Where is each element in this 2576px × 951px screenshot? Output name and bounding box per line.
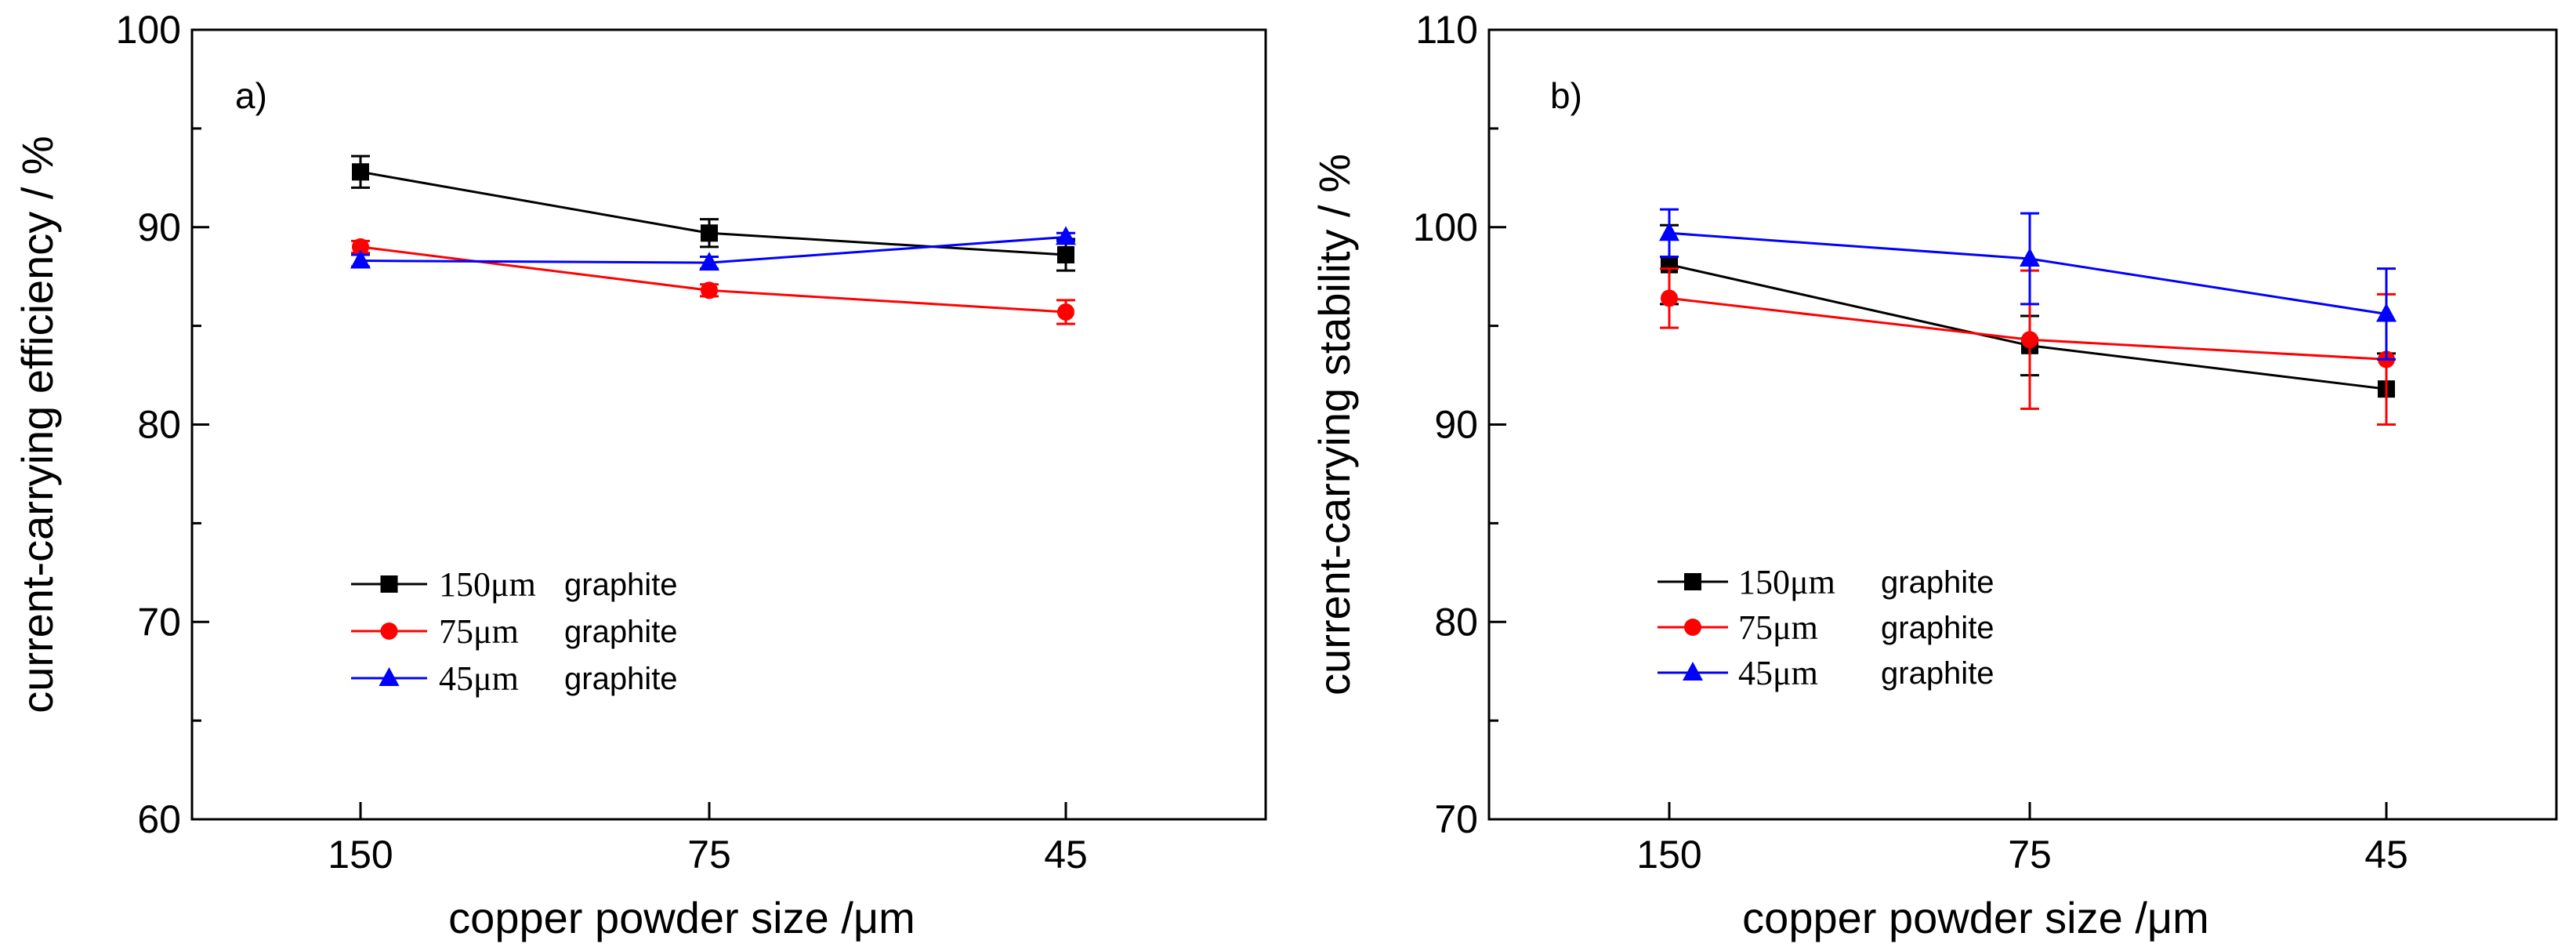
chart-b-y-tick-label: 90 <box>1434 403 1478 447</box>
chart-b-plot-frame <box>1487 28 2558 821</box>
chart-a-legend-material-label: graphite <box>564 615 678 649</box>
chart-a-x-tick-label: 45 <box>1044 833 1088 877</box>
chart-b-data-point <box>1659 222 1679 241</box>
chart-b-legend-size-label: 150μm <box>1738 563 1835 601</box>
chart-b-legend-size-label: 45μm <box>1738 654 1818 692</box>
chart-a-data-point <box>352 163 369 181</box>
chart-a-series-2 <box>350 226 1076 271</box>
chart-b-legend-size-label: 75μm <box>1738 608 1818 647</box>
chart-a: 60 70 80 90 100 150 75 45 copper powder size /μm… <box>13 8 1267 942</box>
chart-b-panel-label: b) <box>1550 75 1582 116</box>
chart-b-x-tick-label: 150 <box>1636 833 1701 877</box>
chart-b-series-2 <box>1659 208 2397 361</box>
chart-a-series-line <box>360 170 1067 256</box>
chart-a-y-tick-label: 60 <box>137 797 181 841</box>
chart-a-plot-frame <box>190 28 1267 821</box>
chart-b-x-axis-title: copper powder size /μm <box>1742 893 2209 942</box>
chart-a-y-tick-label: 80 <box>137 403 181 447</box>
chart-b-legend-material-label: graphite <box>1881 656 1994 691</box>
chart-a-data-point <box>699 252 719 271</box>
chart-a-y-tick-label: 70 <box>137 600 181 644</box>
chart-a-data-point <box>350 249 371 269</box>
chart-a-data-point <box>701 224 718 242</box>
chart-b-series-line <box>1668 263 2387 390</box>
chart-a-data-point <box>701 281 718 299</box>
chart-b-legend-material-label: graphite <box>1881 611 1994 645</box>
chart-b-x-tick-label: 75 <box>2008 833 2052 877</box>
chart-a-y-tick-label: 100 <box>116 8 181 52</box>
chart-a-panel-label: a) <box>235 75 267 116</box>
chart-b-series-line <box>1668 231 2387 316</box>
chart-a-data-point <box>1056 226 1076 245</box>
chart-a-legend-marker <box>379 667 400 686</box>
chart-b-series-1 <box>1660 267 2396 426</box>
chart-a-legend-marker <box>380 623 398 640</box>
chart-b-y-axis-title: current-carrying stability / % <box>1310 154 1359 695</box>
chart-b-legend-marker <box>1683 662 1703 681</box>
chart-b: 70 80 90 100 110 150 75 45 copper powder size /μ… <box>1310 8 2558 942</box>
chart-b-legend: 150μm graphite 75μm graphite 45μm graphite <box>1658 563 1994 692</box>
chart-a-legend-size-label: 150μm <box>439 565 536 604</box>
chart-a-x-tick-label: 150 <box>328 833 393 877</box>
chart-a-data-point <box>1057 245 1074 263</box>
chart-a-series-0 <box>351 154 1075 272</box>
chart-a-y-tick-label: 90 <box>137 205 181 249</box>
chart-a-legend: 150μm graphite 75μm graphite 45μm graphite <box>351 565 678 698</box>
chart-b-legend-material-label: graphite <box>1881 565 1994 600</box>
chart-b-x-tick-label: 45 <box>2364 833 2408 877</box>
chart-a-data-point <box>352 238 369 256</box>
chart-b-data-point <box>2020 248 2040 267</box>
chart-b-data-point <box>1661 289 1678 307</box>
chart-b-legend-marker <box>1684 573 1701 590</box>
chart-a-legend-marker <box>380 575 398 593</box>
chart-b-y-tick-label: 70 <box>1434 797 1478 841</box>
chart-a-legend-material-label: graphite <box>564 568 678 602</box>
chart-a-x-axis-title: copper powder size /μm <box>448 893 915 942</box>
chart-a-series-1 <box>351 238 1075 325</box>
chart-a-legend-size-label: 75μm <box>439 612 519 651</box>
chart-a-y-axis-title: current-carrying efficiency / % <box>13 136 62 713</box>
chart-a-legend-size-label: 45μm <box>439 659 519 698</box>
chart-b-y-tick-label: 110 <box>1415 8 1478 52</box>
chart-a-data-point <box>1057 303 1074 321</box>
chart-a-x-tick-label: 75 <box>687 833 731 877</box>
chart-b-legend-marker <box>1684 619 1701 636</box>
chart-a-legend-material-label: graphite <box>564 662 678 696</box>
chart-b-y-tick-label: 100 <box>1413 205 1478 249</box>
chart-b-data-point <box>2021 331 2038 349</box>
chart-b-data-point <box>2376 303 2397 322</box>
chart-b-y-tick-label: 80 <box>1434 600 1478 644</box>
